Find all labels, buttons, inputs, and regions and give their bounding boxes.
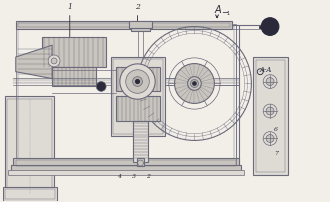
Bar	[16, 21, 232, 28]
Circle shape	[261, 18, 279, 35]
Text: 2: 2	[135, 3, 140, 11]
Circle shape	[193, 82, 196, 85]
Bar	[42, 37, 106, 67]
Bar	[131, 26, 150, 32]
Text: 7: 7	[274, 151, 278, 156]
Circle shape	[126, 70, 149, 93]
Bar	[16, 160, 236, 166]
Bar	[52, 67, 96, 86]
Bar	[5, 96, 54, 195]
Circle shape	[190, 80, 198, 87]
Text: 4: 4	[117, 174, 121, 179]
Bar	[137, 158, 145, 166]
Bar	[13, 21, 239, 166]
Circle shape	[51, 58, 57, 64]
Circle shape	[266, 78, 274, 85]
Text: 2: 2	[146, 174, 150, 179]
Circle shape	[175, 64, 215, 103]
Polygon shape	[16, 45, 52, 79]
Circle shape	[263, 104, 277, 118]
Bar	[256, 60, 285, 172]
Circle shape	[96, 82, 106, 91]
Bar	[18, 23, 230, 26]
Bar	[133, 121, 148, 162]
Bar	[16, 24, 236, 163]
Bar	[3, 187, 57, 201]
Bar	[111, 57, 165, 136]
Circle shape	[266, 135, 274, 142]
Bar	[8, 170, 244, 175]
Bar	[129, 21, 152, 27]
Bar	[13, 158, 239, 168]
Circle shape	[188, 77, 201, 90]
Bar	[116, 96, 160, 121]
Bar	[253, 57, 288, 175]
Bar	[7, 99, 52, 191]
Text: $A$: $A$	[214, 3, 223, 15]
Circle shape	[133, 77, 143, 86]
Circle shape	[263, 132, 277, 145]
Bar	[116, 67, 160, 91]
Text: 6: 6	[274, 127, 278, 132]
Text: 1: 1	[67, 3, 72, 11]
Bar	[113, 59, 163, 134]
Circle shape	[266, 107, 274, 115]
Bar	[5, 188, 55, 199]
Circle shape	[136, 80, 140, 83]
Bar	[11, 165, 241, 173]
Circle shape	[263, 75, 277, 88]
Text: 3: 3	[132, 174, 136, 179]
Circle shape	[48, 55, 60, 67]
Circle shape	[120, 64, 155, 99]
Bar	[18, 26, 234, 161]
Text: A-A: A-A	[260, 66, 272, 74]
Text: $_1$: $_1$	[226, 10, 231, 18]
Text: $-$: $-$	[221, 6, 229, 15]
